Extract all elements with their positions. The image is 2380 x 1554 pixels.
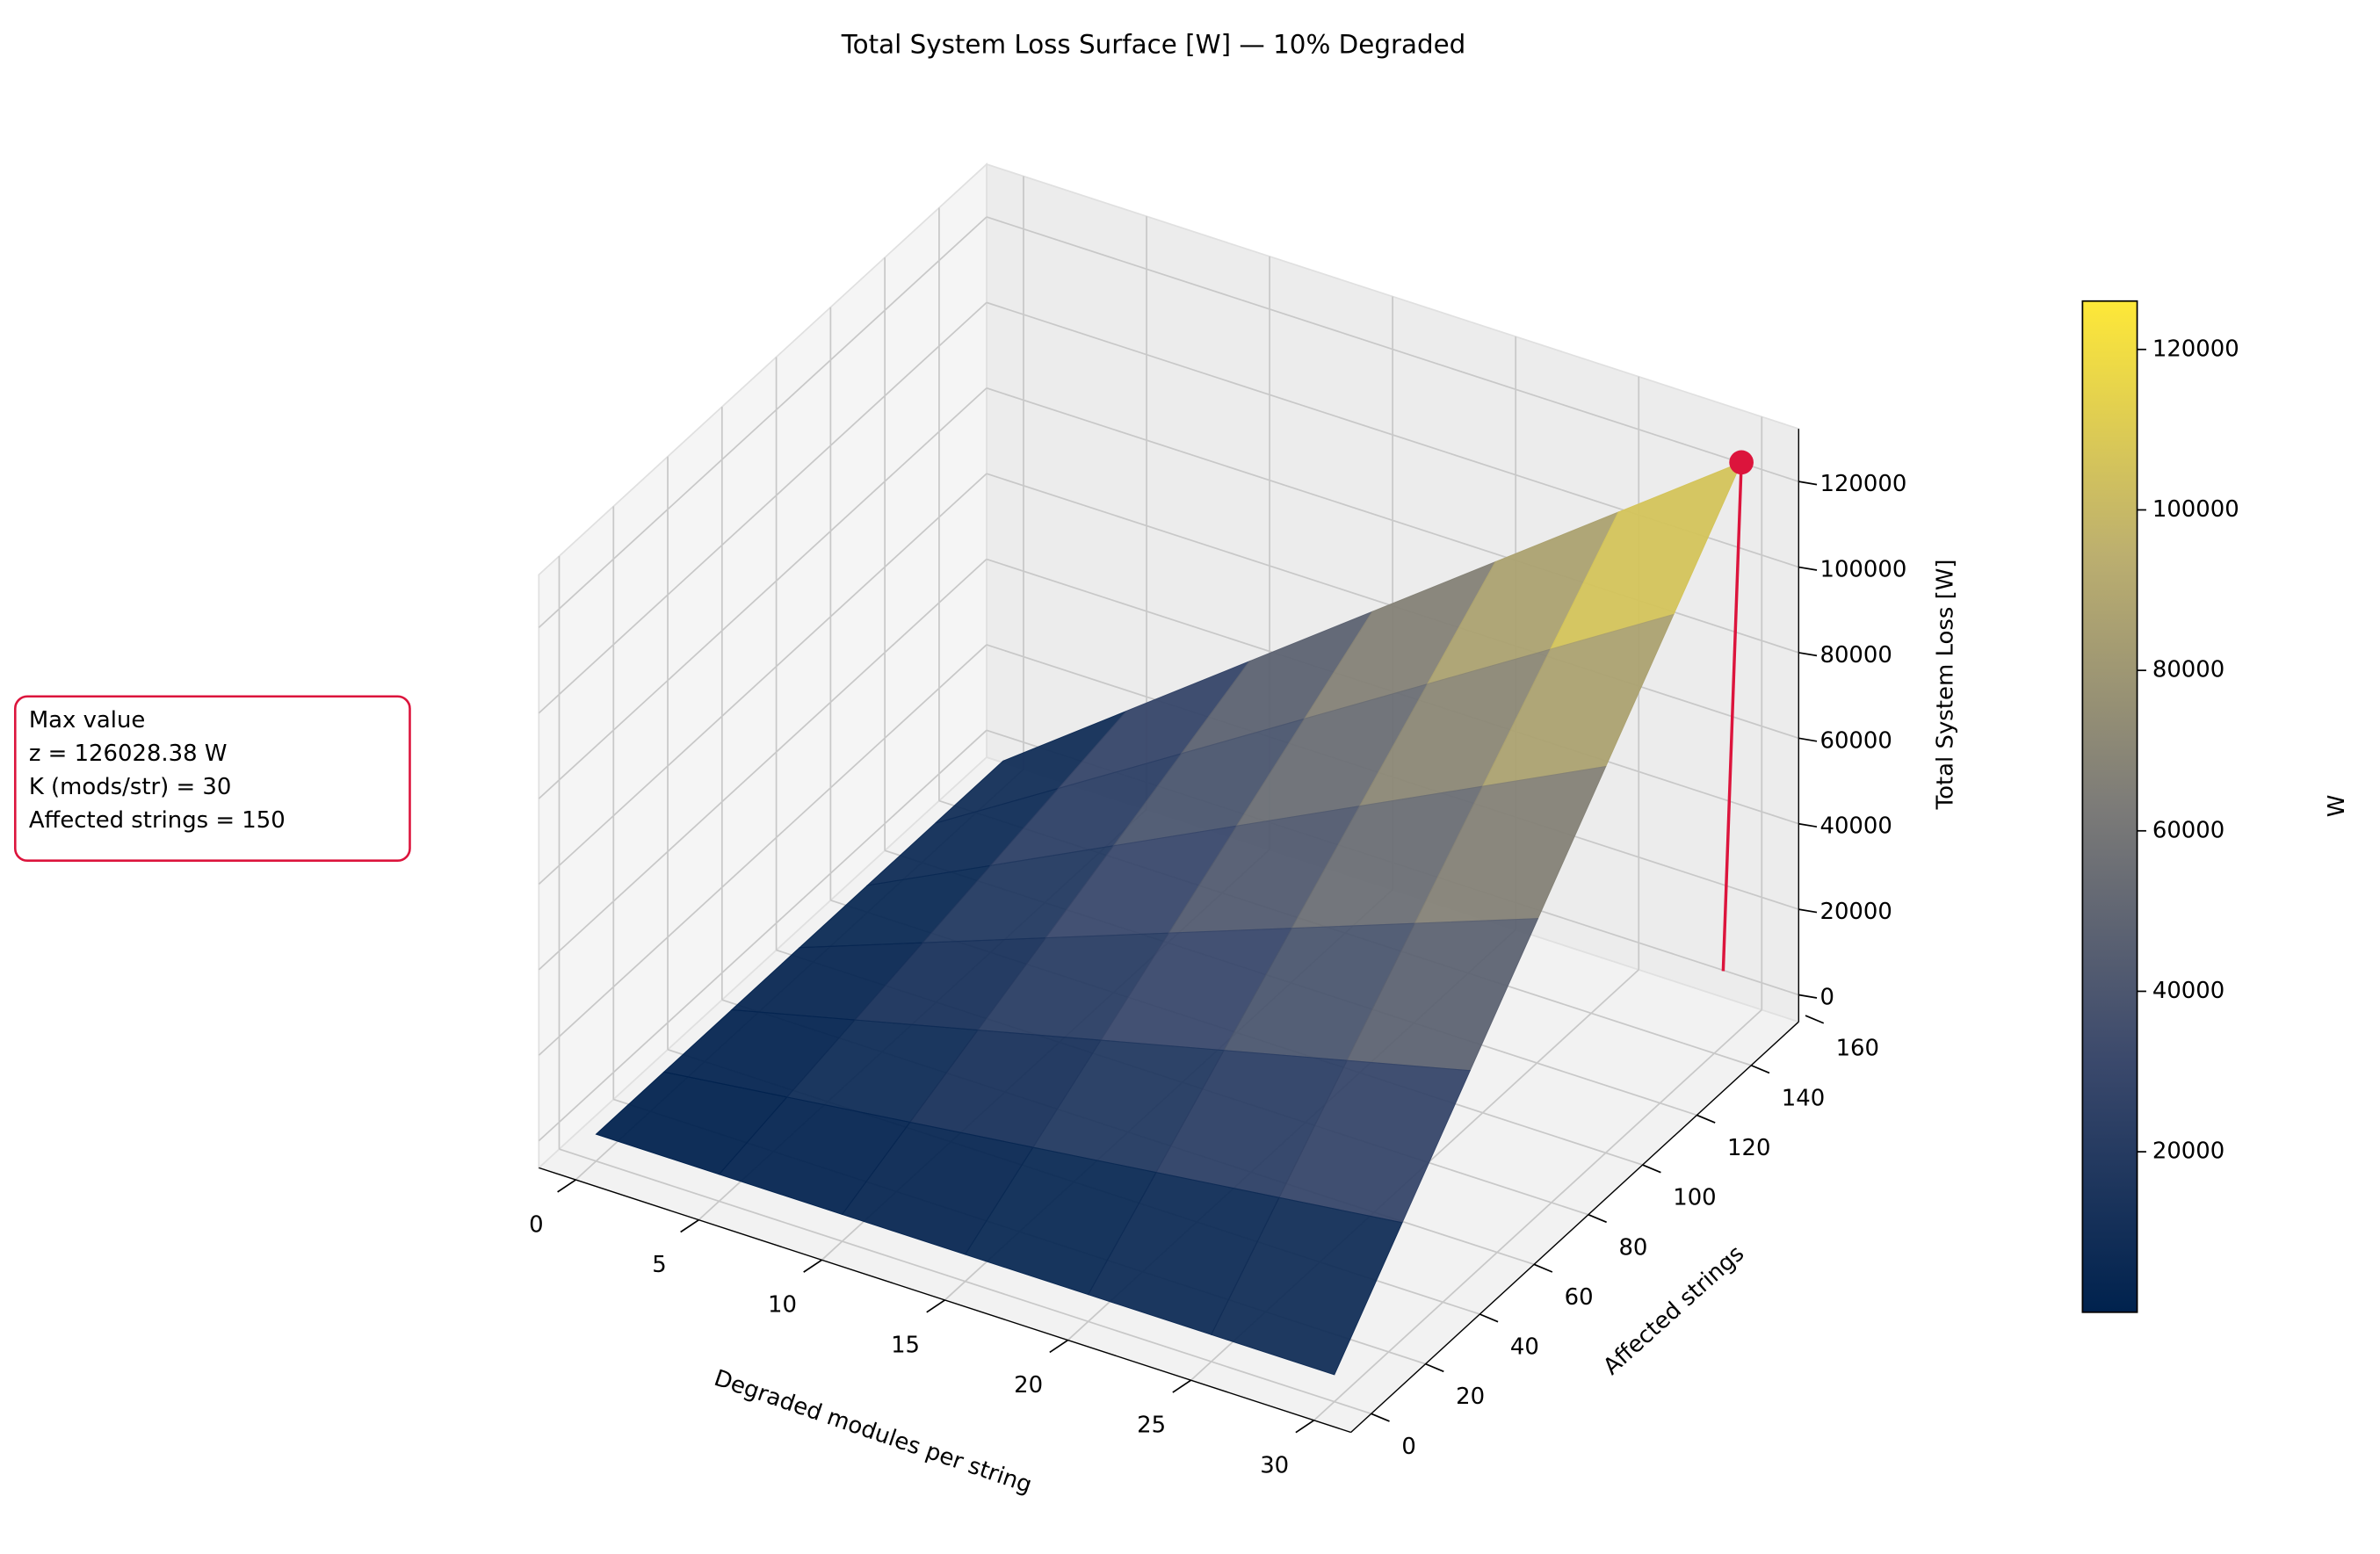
z-tick bbox=[1798, 908, 1818, 914]
x-axis-label: Degraded modules per string bbox=[711, 1365, 1035, 1499]
side-pane bbox=[538, 162, 987, 1170]
z-tick bbox=[1798, 481, 1818, 486]
y-tick-label: 60 bbox=[1565, 1284, 1594, 1311]
y-tick bbox=[1371, 1413, 1390, 1422]
grid-line bbox=[986, 216, 1799, 482]
grid-line bbox=[538, 558, 987, 971]
y-tick bbox=[1533, 1263, 1553, 1273]
x-tick bbox=[680, 1218, 699, 1233]
colorbar-tick-label: 60000 bbox=[2152, 817, 2224, 843]
grid-line bbox=[538, 216, 987, 628]
x-tick-label: 10 bbox=[768, 1292, 797, 1319]
y-tick-label: 80 bbox=[1618, 1234, 1647, 1261]
x-tick bbox=[803, 1259, 822, 1273]
y-axis-label: Affected strings bbox=[1598, 1240, 1749, 1380]
x-tick bbox=[926, 1299, 945, 1313]
annotation-box bbox=[13, 695, 411, 862]
axis-line bbox=[1350, 1021, 1799, 1434]
y-tick-label: 40 bbox=[1510, 1334, 1539, 1361]
y-tick bbox=[1479, 1313, 1499, 1323]
x-tick-label: 15 bbox=[891, 1332, 920, 1358]
x-tick-label: 30 bbox=[1260, 1452, 1289, 1478]
max-marker bbox=[1729, 450, 1754, 475]
x-tick bbox=[1172, 1379, 1192, 1393]
annotation-line: K (mods/str) = 30 bbox=[29, 774, 232, 800]
y-tick bbox=[1425, 1362, 1444, 1373]
annotation-line: Max value bbox=[29, 707, 146, 734]
z-tick-label: 120000 bbox=[1819, 471, 1906, 497]
z-tick bbox=[1798, 652, 1818, 657]
y-tick-label: 0 bbox=[1401, 1434, 1415, 1460]
grid-line bbox=[538, 729, 987, 1142]
y-tick-label: 160 bbox=[1836, 1036, 1879, 1062]
surface-patch bbox=[1211, 1196, 1403, 1376]
z-tick-label: 100000 bbox=[1819, 556, 1906, 582]
x-tick-label: 25 bbox=[1137, 1413, 1166, 1439]
grid-line bbox=[559, 1148, 1372, 1415]
y-tick bbox=[1750, 1064, 1770, 1074]
z-tick-label: 0 bbox=[1819, 984, 1834, 1010]
x-tick bbox=[1295, 1420, 1315, 1434]
colorbar-tick-label: 40000 bbox=[2152, 978, 2224, 1004]
z-tick bbox=[1798, 822, 1818, 828]
colorbar-label: W bbox=[2324, 795, 2350, 818]
annotation-line: Affected strings = 150 bbox=[29, 807, 286, 834]
grid-line bbox=[538, 644, 987, 1056]
y-tick-label: 100 bbox=[1673, 1185, 1716, 1211]
z-tick-label: 40000 bbox=[1819, 813, 1892, 840]
z-tick-label: 20000 bbox=[1819, 899, 1892, 925]
colorbar-tick-label: 80000 bbox=[2152, 657, 2224, 683]
grid-line bbox=[538, 301, 987, 714]
max-stem bbox=[1721, 462, 1743, 972]
z-tick bbox=[1798, 566, 1818, 571]
z-axis-label: Total System Loss [W] bbox=[1932, 559, 1958, 810]
axis-line bbox=[539, 1167, 1351, 1434]
z-tick-label: 60000 bbox=[1819, 727, 1892, 754]
annotation-line: z = 126028.38 W bbox=[29, 741, 228, 767]
y-tick-label: 20 bbox=[1456, 1384, 1485, 1410]
x-tick-label: 20 bbox=[1014, 1372, 1043, 1399]
y-tick bbox=[1642, 1164, 1661, 1174]
x-tick-label: 0 bbox=[529, 1211, 543, 1238]
colorbar-tick-label: 100000 bbox=[2152, 496, 2239, 523]
y-tick-label: 120 bbox=[1727, 1135, 1770, 1161]
y-tick bbox=[1696, 1114, 1716, 1124]
x-tick bbox=[557, 1179, 576, 1193]
y-tick bbox=[1805, 1015, 1825, 1024]
chart-title: Total System Loss Surface [W] — 10% Degr… bbox=[841, 29, 1466, 59]
z-tick-label: 80000 bbox=[1819, 642, 1892, 669]
y-tick-label: 140 bbox=[1782, 1085, 1825, 1111]
x-tick-label: 5 bbox=[652, 1252, 666, 1278]
x-tick bbox=[1049, 1339, 1069, 1354]
colorbar-tick-label: 120000 bbox=[2152, 336, 2239, 362]
grid-line bbox=[538, 473, 987, 885]
colorbar bbox=[2081, 300, 2138, 1313]
z-tick bbox=[1798, 737, 1818, 742]
grid-line bbox=[538, 387, 987, 799]
y-tick bbox=[1588, 1213, 1607, 1224]
colorbar-tick-label: 20000 bbox=[2152, 1138, 2224, 1165]
z-tick bbox=[1798, 994, 1818, 999]
